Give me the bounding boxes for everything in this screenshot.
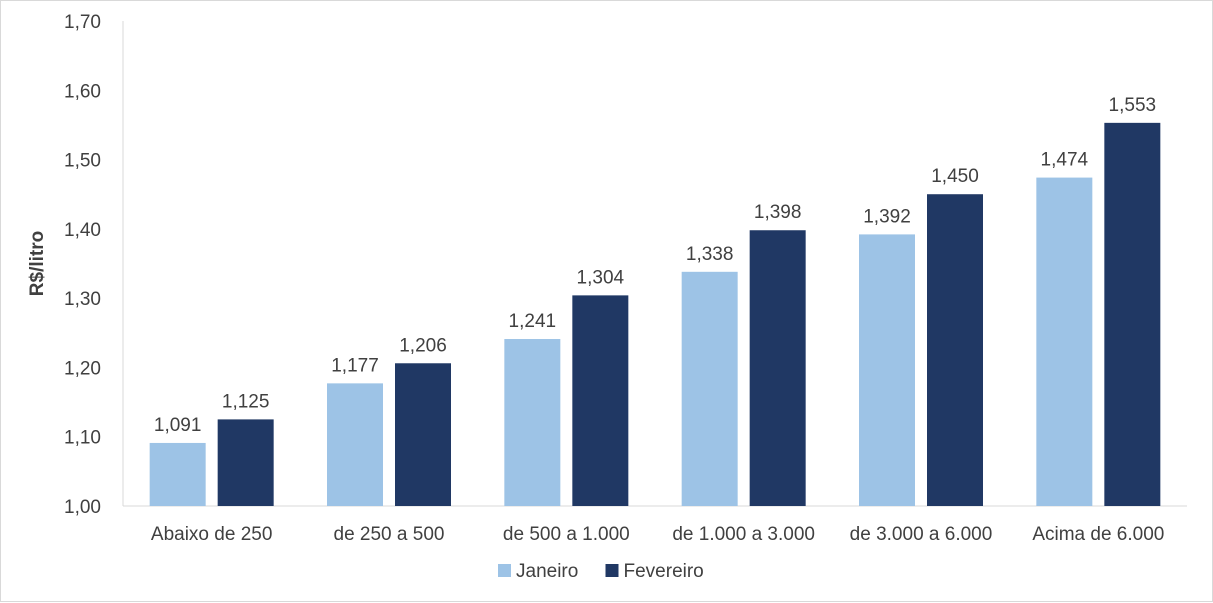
legend-swatch-janeiro [498, 564, 511, 577]
bar-fevereiro [927, 194, 983, 506]
x-tick-label: de 3.000 a 6.000 [850, 524, 993, 545]
data-label: 1,553 [1109, 95, 1157, 116]
bar-fevereiro [1104, 122, 1161, 506]
data-label: 1,125 [222, 391, 270, 412]
data-labels: 1,091 1,125 1,177 1,206 1,241 1,304 1,338 1,398… [154, 95, 1156, 436]
y-axis-title: R$/litro [27, 231, 48, 296]
data-label: 1,474 [1041, 150, 1089, 171]
legend-label: Fevereiro [624, 561, 704, 582]
y-tick-label: 1,70 [64, 12, 101, 33]
data-label: 1,091 [154, 415, 202, 436]
bar-janeiro [149, 442, 206, 506]
bar-janeiro [859, 234, 915, 506]
bar-fevereiro [395, 363, 451, 506]
bar-janeiro [504, 339, 561, 506]
bar-janeiro [681, 271, 738, 506]
y-tick-label: 1,00 [64, 497, 101, 518]
bar-fevereiro [217, 419, 274, 506]
bar-janeiro [1036, 177, 1093, 507]
x-axis: Abaixo de 250 de 250 a 500 de 500 a 1.000 d… [123, 505, 1187, 545]
data-label: 1,241 [509, 311, 557, 332]
data-label: 1,398 [754, 202, 802, 223]
y-tick-label: 1,30 [64, 289, 101, 310]
legend-swatch-fevereiro [605, 564, 619, 577]
y-axis: 1,00 1,10 1,20 1,30 1,40 1,50 1,60 1,70 [64, 12, 124, 518]
y-tick-label: 1,20 [64, 358, 101, 379]
data-label: 1,338 [686, 244, 734, 265]
y-tick-label: 1,50 [64, 151, 101, 172]
x-tick-label: de 250 a 500 [334, 524, 445, 545]
y-tick-label: 1,10 [64, 428, 101, 449]
bar-fevereiro [572, 295, 629, 506]
y-tick-label: 1,60 [64, 81, 101, 102]
legend-label: Janeiro [516, 561, 578, 582]
data-label: 1,450 [931, 166, 979, 187]
y-tick-label: 1,40 [64, 220, 101, 241]
data-label: 1,392 [863, 206, 911, 227]
x-tick-label: de 500 a 1.000 [503, 524, 630, 545]
data-label: 1,177 [331, 355, 379, 376]
data-label: 1,304 [577, 267, 625, 288]
x-tick-label: Abaixo de 250 [151, 524, 273, 545]
x-tick-label: de 1.000 a 3.000 [672, 524, 815, 545]
legend: Janeiro Fevereiro [498, 561, 704, 582]
bars [149, 122, 1161, 507]
bar-fevereiro [749, 230, 806, 506]
x-tick-label: Acima de 6.000 [1032, 524, 1164, 545]
data-label: 1,206 [399, 335, 447, 356]
bar-janeiro [327, 383, 383, 506]
